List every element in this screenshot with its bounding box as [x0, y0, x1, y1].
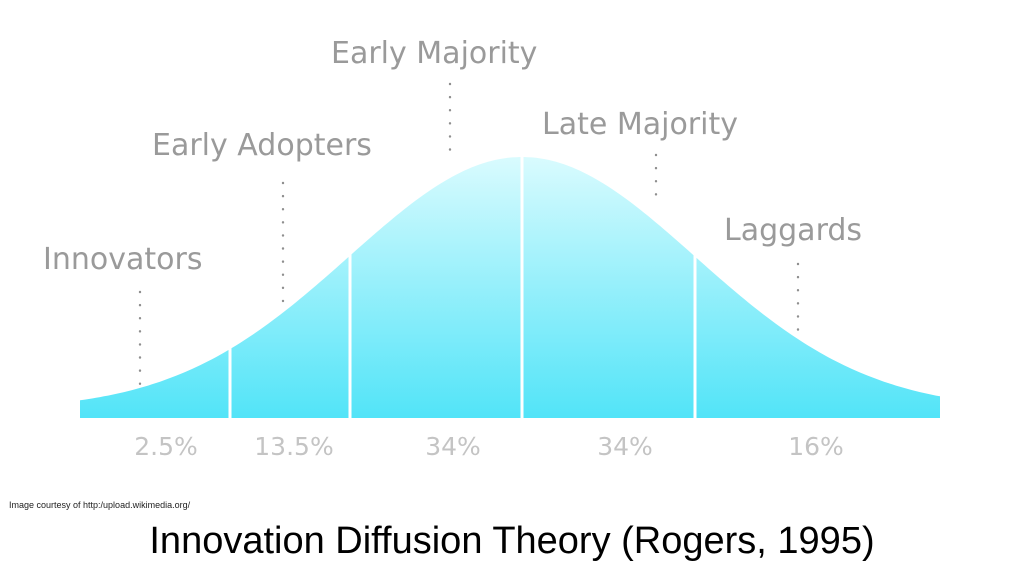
label-innovators: Innovators — [43, 242, 202, 277]
percent-early-majority: 34% — [425, 432, 481, 461]
percent-laggards: 16% — [788, 432, 844, 461]
slide-title: Innovation Diffusion Theory (Rogers, 199… — [149, 520, 875, 562]
label-late-majority: Late Majority — [542, 107, 738, 142]
percent-early-adopters: 13.5% — [254, 432, 333, 461]
percent-late-majority: 34% — [597, 432, 653, 461]
image-credit: Image courtesy of http:/upload.wikimedia… — [9, 500, 191, 510]
segment-dividers — [228, 155, 697, 419]
label-leader-lines — [138, 82, 800, 386]
percent-innovators: 2.5% — [134, 432, 198, 461]
label-early-adopters: Early Adopters — [152, 128, 372, 163]
label-early-majority: Early Majority — [331, 36, 537, 71]
bell-curve-area — [80, 157, 940, 418]
diffusion-curve-diagram: Innovators Early Adopters Early Majority… — [43, 36, 940, 461]
label-laggards: Laggards — [724, 213, 862, 248]
